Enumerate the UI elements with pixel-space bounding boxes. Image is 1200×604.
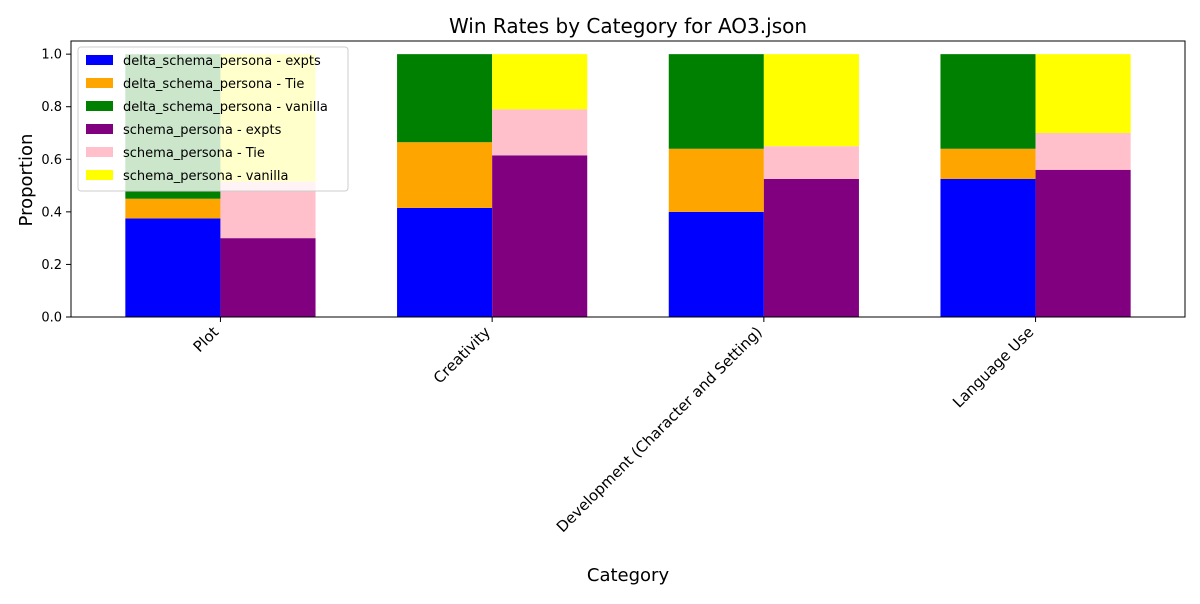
y-tick-label: 0.2 xyxy=(41,258,62,273)
y-tick-label: 0.8 xyxy=(41,100,62,115)
y-tick-label: 0.0 xyxy=(41,311,62,326)
bar-segment xyxy=(220,238,316,317)
bar-segment xyxy=(668,54,764,149)
y-tick-label: 0.4 xyxy=(41,205,62,220)
bar-segment xyxy=(668,148,764,212)
legend-label: schema_persona - expts xyxy=(123,123,282,138)
legend-swatch xyxy=(86,78,113,88)
x-tick-label: Plot xyxy=(190,323,223,356)
y-tick-label: 0.6 xyxy=(41,153,62,168)
bar-segment xyxy=(1035,133,1131,170)
bar-segment xyxy=(1035,54,1131,134)
plot-frame xyxy=(70,40,1186,318)
x-tick-label: Language Use xyxy=(949,323,1037,411)
legend-label: schema_persona - vanilla xyxy=(123,169,288,184)
legend-swatch xyxy=(86,101,113,111)
bar-segment xyxy=(668,211,764,317)
y-tick-label: 1.0 xyxy=(41,48,62,63)
legend-box xyxy=(77,46,349,192)
bar-segment xyxy=(492,54,588,110)
x-tick-label: Development (Character and Setting) xyxy=(553,323,766,536)
legend: delta_schema_persona - expts delta_schema… xyxy=(77,46,349,192)
bar-segment xyxy=(940,54,1036,149)
legend-swatch xyxy=(86,170,113,180)
bar-segment xyxy=(763,54,859,147)
bar-segment xyxy=(492,109,588,156)
legend-label: delta_schema_persona - Tie xyxy=(123,77,304,92)
bar-segment xyxy=(397,207,493,317)
legend-swatch xyxy=(86,124,113,134)
legend-swatch xyxy=(86,55,113,65)
bar-segment xyxy=(125,198,221,219)
bar-segment xyxy=(492,155,588,317)
x-axis-label: Category xyxy=(587,565,670,586)
legend-swatch xyxy=(86,147,113,157)
chart-title: Win Rates by Category for AO3.json xyxy=(449,14,807,38)
legend-label: delta_schema_persona - expts xyxy=(123,54,321,69)
x-tick-label: Creativity xyxy=(430,323,494,387)
legend-label: delta_schema_persona - vanilla xyxy=(123,100,328,115)
bar-segment xyxy=(940,179,1036,317)
bar-segment xyxy=(397,54,493,143)
legend-label: schema_persona - Tie xyxy=(123,146,265,161)
bar-segment xyxy=(763,179,859,317)
bar-segment xyxy=(125,218,221,317)
bar-segment xyxy=(940,148,1036,179)
bar-segment xyxy=(397,142,493,208)
bar-segment xyxy=(1035,169,1131,317)
bar-segment xyxy=(763,146,859,179)
y-axis-label: Proportion xyxy=(16,134,37,227)
